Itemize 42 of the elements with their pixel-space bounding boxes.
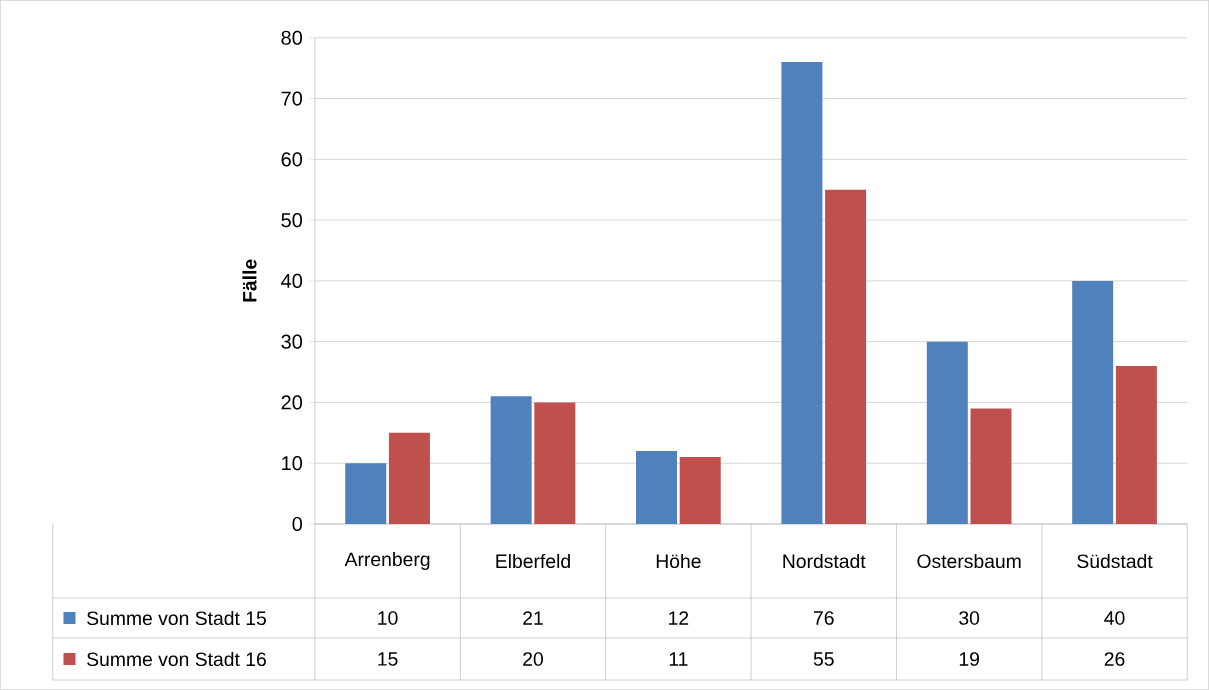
y-axis-title: Fälle — [242, 259, 257, 302]
x-tick-label: Elberfeld — [496, 553, 570, 569]
bar — [926, 341, 968, 525]
y-tick-label: 40 — [281, 273, 303, 289]
data-label: 40 — [1104, 611, 1125, 625]
data-label: 20 — [523, 652, 543, 666]
x-tick-label: Höhe — [656, 553, 701, 569]
bar — [679, 457, 721, 525]
data-label: 10 — [378, 611, 398, 625]
data-label: 30 — [959, 611, 980, 625]
data-label: 15 — [378, 652, 398, 666]
bar — [825, 189, 867, 525]
data-label: 11 — [669, 652, 688, 666]
y-tick-label: 0 — [292, 516, 303, 532]
bar — [534, 402, 576, 525]
data-label: 21 — [523, 611, 543, 625]
bar — [490, 396, 532, 525]
data-label: 19 — [959, 652, 979, 666]
data-label: 26 — [1104, 652, 1125, 666]
y-tick-label: 80 — [281, 30, 303, 45]
bar — [636, 451, 678, 525]
y-tick-label: 30 — [281, 334, 303, 349]
x-tick-label: Ostersbaum — [917, 553, 1021, 569]
data-label: 76 — [813, 611, 834, 625]
bar — [345, 463, 387, 525]
y-tick-label: 20 — [281, 395, 303, 410]
bar — [1115, 366, 1157, 525]
bar — [970, 408, 1012, 525]
y-tick-label: 10 — [282, 456, 303, 471]
y-tick-label: 70 — [281, 91, 303, 106]
data-label: 55 — [813, 652, 834, 666]
bar — [781, 62, 823, 525]
data-label: 12 — [669, 611, 689, 625]
legend-label: Summe von Stadt 15 — [87, 610, 266, 626]
y-tick-label: 60 — [281, 152, 303, 167]
x-tick-label: Südstadt — [1077, 553, 1153, 569]
x-tick-label: Nordstadt — [783, 553, 866, 569]
y-tick-label: 50 — [281, 213, 303, 228]
bar — [388, 432, 430, 525]
legend-label: Summe von Stadt 16 — [87, 652, 266, 667]
bar — [1072, 280, 1114, 525]
x-tick-label: Arrenberg — [344, 552, 430, 571]
